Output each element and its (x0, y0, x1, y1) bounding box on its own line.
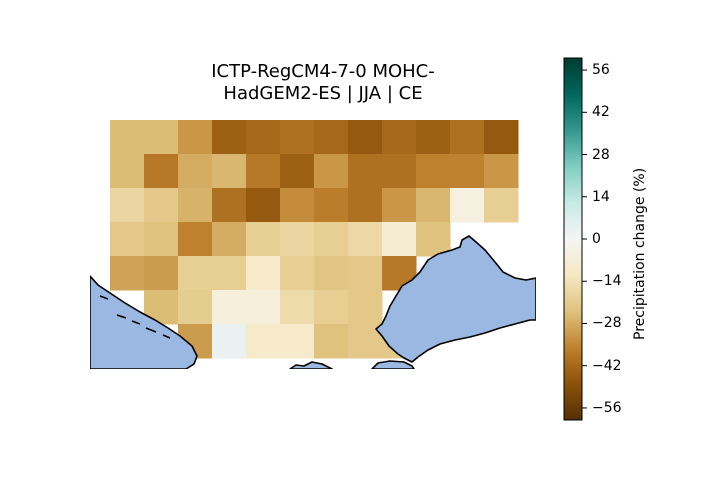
colorbar-tick-label: −42 (592, 357, 622, 374)
grid-cell (178, 120, 213, 155)
grid-cell (280, 222, 315, 257)
colorbar-tick-label: 0 (592, 231, 601, 247)
grid-cell (178, 188, 213, 223)
grid-cell (212, 324, 247, 359)
grid-cell (178, 290, 213, 325)
grid-cell (314, 290, 349, 325)
grid-cell (314, 256, 349, 291)
grid-cell (246, 290, 281, 325)
grid-cell (382, 154, 417, 189)
black-sea (375, 235, 536, 363)
colorbar-ticks (582, 69, 587, 409)
title-line-2: HadGEM2-ES | JJA | CE (223, 83, 423, 104)
colorbar-gradient (563, 57, 583, 421)
grid-cell (416, 120, 451, 155)
grid-cell (144, 120, 179, 155)
grid-cell (348, 188, 383, 223)
grid-cell (348, 256, 383, 291)
grid-cell (484, 188, 519, 223)
grid-cell (450, 154, 485, 189)
grid-cell (382, 120, 417, 155)
grid-cell (314, 188, 349, 223)
grid-cell (450, 120, 485, 155)
colorbar-tick-label: 42 (592, 104, 610, 121)
grid-cell (348, 290, 383, 325)
grid-cell (144, 188, 179, 223)
grid-cell (348, 222, 383, 257)
colorbar-tick-label: −14 (592, 273, 622, 290)
adriatic-sea (90, 275, 198, 369)
grid-cell (382, 222, 417, 257)
colorbar-tick-label: 28 (592, 146, 610, 163)
marmara-sea (371, 360, 415, 369)
grid-cell (314, 324, 349, 359)
grid-cell (246, 188, 281, 223)
grid-cell (314, 222, 349, 257)
grid-cell (178, 222, 213, 257)
grid-cell (484, 120, 519, 155)
precipitation-grid (110, 120, 519, 359)
grid-cell (212, 154, 247, 189)
grid-cell (416, 154, 451, 189)
grid-cell (314, 120, 349, 155)
grid-cell (110, 256, 145, 291)
colorbar-tick-label: 56 (592, 62, 610, 79)
grid-cell (348, 154, 383, 189)
grid-cell (110, 222, 145, 257)
grid-cell (450, 188, 485, 223)
grid-cell (144, 256, 179, 291)
grid-cell (280, 290, 315, 325)
grid-cell (246, 324, 281, 359)
grid-cell (144, 222, 179, 257)
croatian-islands (99, 295, 171, 339)
grid-cell (280, 324, 315, 359)
grid-cell (382, 188, 417, 223)
grid-cell (246, 256, 281, 291)
grid-cell (178, 256, 213, 291)
colorbar-tick-label: 14 (592, 188, 610, 205)
grid-cell (280, 120, 315, 155)
grid-cell (348, 120, 383, 155)
grid-cell (110, 120, 145, 155)
grid-cell (416, 222, 451, 257)
grid-cell (280, 256, 315, 291)
grid-cell (246, 154, 281, 189)
grid-cell (212, 256, 247, 291)
grid-cell (212, 120, 247, 155)
grid-cell (416, 188, 451, 223)
grid-cell (110, 154, 145, 189)
grid-cell (212, 222, 247, 257)
grid-cell (144, 154, 179, 189)
aegean-sea (289, 361, 333, 369)
grid-cell (178, 154, 213, 189)
grid-cell (212, 188, 247, 223)
map-area (90, 120, 536, 369)
grid-cell (246, 222, 281, 257)
grid-cell (314, 154, 349, 189)
colorbar (563, 57, 587, 421)
colorbar-tick-label: −56 (592, 399, 622, 416)
grid-cell (246, 120, 281, 155)
grid-cell (280, 188, 315, 223)
colorbar-tick-label: −28 (592, 315, 622, 332)
title-line-1: ICTP-RegCM4-7-0 MOHC- (211, 61, 435, 82)
colorbar-label: Precipitation change (%) (632, 167, 648, 340)
grid-cell (110, 188, 145, 223)
grid-cell (484, 154, 519, 189)
grid-cell (212, 290, 247, 325)
grid-cell (280, 154, 315, 189)
